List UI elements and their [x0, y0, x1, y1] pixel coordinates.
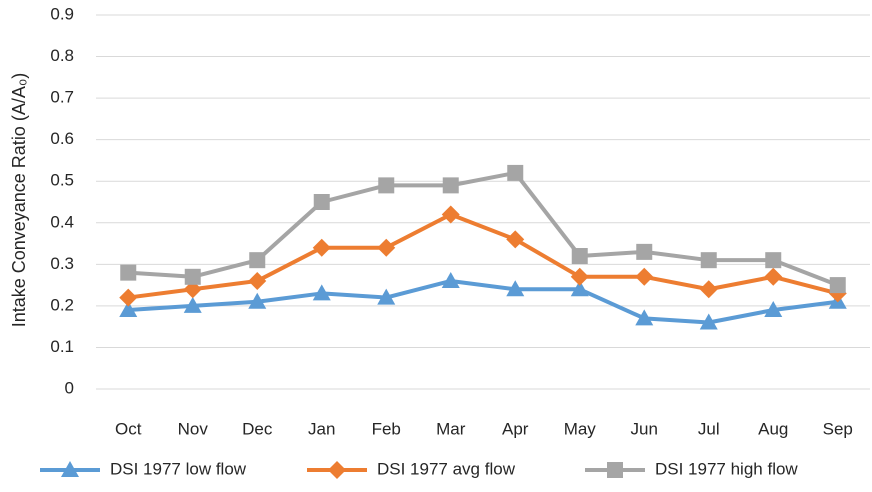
legend-marker	[61, 461, 79, 477]
marker	[635, 309, 654, 326]
x-tick-label: Jul	[698, 419, 720, 438]
legend-label: DSI 1977 avg flow	[377, 459, 516, 478]
marker	[377, 288, 396, 305]
series-line	[128, 278, 839, 325]
marker	[312, 238, 331, 257]
marker	[699, 280, 718, 299]
marker	[829, 277, 846, 294]
marker	[765, 252, 782, 269]
y-tick-label: 0	[65, 378, 74, 397]
marker	[119, 301, 138, 318]
legend-label: DSI 1977 low flow	[110, 459, 247, 478]
y-tick-label: 0.9	[50, 4, 74, 23]
y-tick-label: 0.5	[50, 171, 74, 190]
series-line	[127, 212, 839, 300]
legend-marker	[607, 462, 623, 478]
marker	[441, 271, 460, 288]
marker	[248, 271, 267, 290]
marker	[700, 252, 717, 269]
x-tick-label: May	[564, 419, 597, 438]
y-tick-label: 0.3	[50, 254, 74, 273]
marker	[507, 164, 524, 181]
marker	[570, 267, 589, 286]
x-tick-label: Aug	[758, 419, 788, 438]
marker	[120, 264, 137, 281]
marker	[699, 313, 718, 330]
marker	[377, 238, 396, 257]
marker	[442, 177, 459, 194]
series-line	[128, 170, 839, 287]
marker	[248, 292, 267, 309]
x-tick-label: Oct	[115, 419, 142, 438]
marker	[571, 248, 588, 265]
x-tick-label: Jan	[308, 419, 335, 438]
y-tick-label: 0.6	[50, 129, 74, 148]
y-tick-label: 0.2	[50, 295, 74, 314]
y-tick-label: 0.4	[50, 212, 74, 231]
marker	[570, 280, 589, 297]
x-tick-label: Jun	[631, 419, 658, 438]
marker	[764, 301, 783, 318]
marker	[378, 177, 395, 194]
legend-marker	[328, 461, 346, 479]
marker	[441, 205, 460, 224]
x-tick-label: Feb	[372, 419, 401, 438]
marker	[764, 267, 783, 286]
marker	[249, 252, 266, 269]
marker	[312, 284, 331, 301]
x-tick-label: Apr	[502, 419, 529, 438]
marker	[636, 243, 653, 260]
marker	[184, 268, 201, 285]
marker	[119, 288, 138, 307]
x-tick-label: Sep	[823, 419, 853, 438]
y-tick-label: 0.7	[50, 88, 74, 107]
x-tick-label: Dec	[242, 419, 273, 438]
marker	[506, 280, 525, 297]
legend-label: DSI 1977 high flow	[655, 459, 798, 478]
marker	[183, 296, 202, 313]
x-tick-label: Mar	[436, 419, 466, 438]
y-tick-label: 0.1	[50, 337, 74, 356]
marker	[635, 267, 654, 286]
y-tick-label: 0.8	[50, 46, 74, 65]
marker	[313, 194, 330, 210]
x-tick-label: Nov	[178, 419, 209, 438]
marker	[506, 230, 525, 249]
y-axis-title: Intake Conveyance Ratio (A/A₀)	[9, 73, 29, 328]
